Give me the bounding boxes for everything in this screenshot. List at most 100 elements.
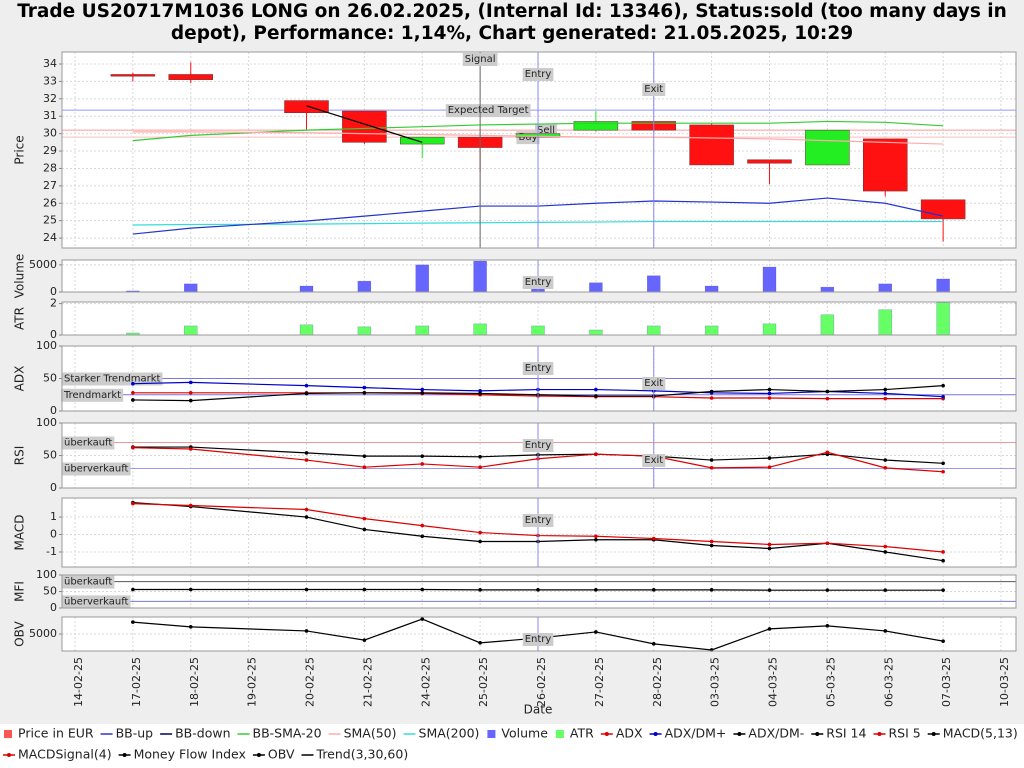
legend-item: SMA(200) [403,726,479,741]
series-point [883,458,888,462]
series-point [594,588,598,592]
legend-item: RSI 5 [873,726,921,741]
series-point [131,398,135,402]
legend-label: BB-SMA-20 [253,726,322,741]
series-point [883,544,888,549]
bar [647,275,661,293]
candle-body [747,159,792,164]
x-tick-label: 20-02-25 [304,657,317,707]
label-background [62,462,131,476]
x-tick-label: 21-02-25 [361,657,374,707]
level-label: überkauft [64,577,112,588]
series-point [651,536,656,541]
label-background [642,454,666,467]
series-point [941,383,945,388]
series-point [188,398,193,403]
event-label: Entry [525,69,552,80]
legend-label: ADX [616,726,643,741]
series-point [362,454,367,458]
plot-border [61,301,1017,336]
legend-marker-dot [815,732,820,736]
y-tick-label: 27 [43,179,57,192]
x-tick-label: 25-02-25 [477,657,490,707]
series-point [767,391,772,396]
series-point [304,458,309,462]
legend-label: Trend(3,30,60) [316,747,409,762]
y-tick-label: 26 [43,196,57,209]
bar [531,325,545,336]
legend-marker-dot [604,732,609,736]
series-line [132,120,944,142]
bar [762,266,777,293]
legend-marker [4,730,12,738]
series-point [362,385,367,390]
bar [473,260,487,293]
series-point [825,541,830,546]
label-background [62,436,115,450]
series-point [594,387,598,392]
series-point [478,641,482,645]
y-axis-label: MFI [13,581,27,602]
legend-marker [487,730,496,738]
series-point [941,469,945,474]
series-point [304,451,309,455]
series-point [131,381,135,386]
legend-marker-dot [653,732,658,736]
legend-item: ATR [555,726,594,741]
bar [878,309,892,336]
x-tick-label: 06-03-25 [882,657,895,707]
candle-body [168,74,213,80]
series-point [304,515,309,519]
bar [647,325,661,336]
series-point [767,396,772,400]
candle-body [689,124,734,166]
legend-label: Volume [501,726,548,741]
y-tick-label: -1 [46,545,57,558]
series-point [478,588,482,592]
series-line [132,501,944,562]
label-background [522,276,554,289]
series-point [188,625,193,629]
series-point [767,465,772,470]
y-tick-label: 0 [50,528,57,541]
bar [415,325,429,336]
series-point [304,391,309,396]
series-point [825,389,830,394]
legend-marker-dot [931,732,936,736]
series-point [420,462,425,466]
series-point [883,396,888,401]
y-axis-label: OBV [13,620,27,646]
series-point [767,456,772,460]
y-tick-label: 0 [50,601,57,614]
series-line [132,588,944,591]
bar [299,285,314,293]
series-point [941,588,945,592]
y-tick-label: 100 [36,339,57,352]
legend-label: Money Flow Index [134,747,246,762]
bar [936,302,950,336]
series-point [304,629,309,633]
series-line [132,502,944,553]
y-axis-label: ADX [13,366,27,392]
series-point [941,394,945,399]
y-tick-label: 31 [43,109,57,122]
series-point [883,391,888,396]
series-point [131,501,135,506]
series-point [131,620,135,624]
series-line [132,385,944,402]
bar [589,329,603,336]
y-tick-label: 30 [43,127,57,140]
series-point [709,543,714,548]
series-point [594,630,598,634]
series-point [188,503,193,508]
plot-border [61,259,1017,293]
series-point [478,539,482,544]
plot-border [61,497,1017,568]
x-tick-label: 19-02-25 [246,657,259,707]
legend-item: ADX/DM- [733,726,804,741]
event-label: Signal [465,54,496,65]
legend-item: BB-SMA-20 [237,726,322,741]
series-point [478,389,482,393]
series-point [941,558,945,563]
y-axis-label: Volume [13,254,27,299]
